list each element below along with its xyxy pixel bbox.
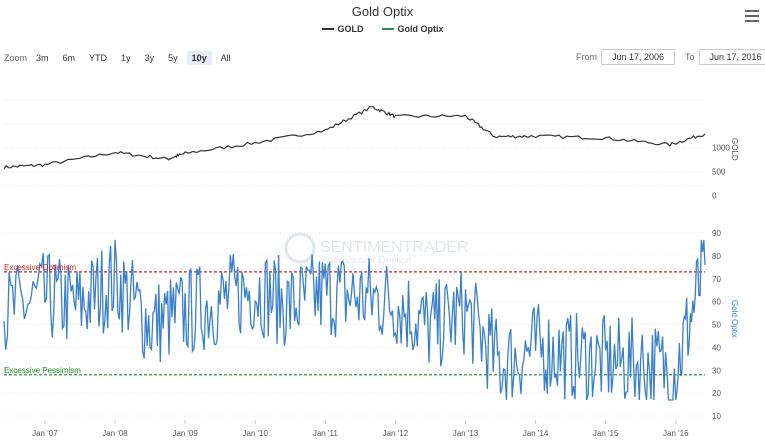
watermark-tagline: Analysis over Emotion xyxy=(322,255,411,265)
zoom-5y-button[interactable]: 5y xyxy=(168,53,178,63)
watermark-brand: SENTIMENTRADER xyxy=(320,239,468,256)
x-tick-label: Jan '10 xyxy=(242,429,268,438)
zoom-3m-button[interactable]: 3m xyxy=(36,53,49,63)
legend-label-optix: Gold Optix xyxy=(397,24,444,34)
gold-y-tick: 1000 xyxy=(712,144,730,153)
from-label: From xyxy=(576,52,597,62)
zoom-label: Zoom xyxy=(4,53,28,63)
chart-title: Gold Optix xyxy=(351,4,414,19)
optix-y-tick: 50 xyxy=(712,321,721,330)
zoom-1y-button[interactable]: 1y xyxy=(121,53,131,63)
optix-series-line xyxy=(3,239,706,401)
zoom-ytd-button[interactable]: YTD xyxy=(89,53,108,63)
zoom-10y-button[interactable]: 10y xyxy=(186,51,212,65)
watermark-logo-icon xyxy=(284,232,316,264)
optix-axis-label: Gold Optix xyxy=(730,300,739,338)
optix-y-tick: 60 xyxy=(712,298,721,307)
legend: GOLD Gold Optix xyxy=(0,24,765,34)
reference-line-label: Excessive Pessimism xyxy=(4,366,81,375)
from-date-group: From Jun 17, 2006 To Jun 17, 2016 xyxy=(576,49,765,65)
x-tick-label: Jan '07 xyxy=(32,429,58,438)
gold-series-line xyxy=(3,106,706,170)
optix-y-tick: 20 xyxy=(712,389,721,398)
x-tick-label: Jan '12 xyxy=(383,429,409,438)
gold-y-tick: 500 xyxy=(712,168,726,177)
optix-y-tick: 80 xyxy=(712,252,721,261)
optix-y-tick: 30 xyxy=(712,366,721,375)
zoom-bar: Zoom 3m 6m YTD 1y 3y 5y 10y All xyxy=(4,51,236,65)
gold-y-tick: 0 xyxy=(712,191,717,200)
zoom-all-button[interactable]: All xyxy=(220,53,231,63)
to-date-input[interactable]: Jun 17, 2016 xyxy=(698,49,765,65)
from-date-input[interactable]: Jun 17, 2006 xyxy=(601,49,675,65)
x-tick-label: Jan '09 xyxy=(172,429,198,438)
legend-item-optix[interactable]: Gold Optix xyxy=(381,24,444,34)
x-tick-label: Jan '15 xyxy=(593,429,619,438)
zoom-6m-button[interactable]: 6m xyxy=(62,53,76,63)
x-tick-label: Jan '14 xyxy=(523,429,549,438)
to-label: To xyxy=(685,52,695,62)
gold-axis-label: GOLD xyxy=(730,138,739,161)
optix-y-tick: 10 xyxy=(712,412,721,421)
optix-y-tick: 40 xyxy=(712,343,721,352)
watermark: SENTIMENTRADER Analysis over Emotion xyxy=(284,232,468,265)
legend-item-gold[interactable]: GOLD xyxy=(321,24,364,34)
optix-swatch-icon xyxy=(381,28,394,30)
x-tick-label: Jan '16 xyxy=(663,429,689,438)
hamburger-icon[interactable] xyxy=(745,10,759,22)
optix-y-tick: 70 xyxy=(712,275,721,284)
zoom-3y-button[interactable]: 3y xyxy=(144,53,155,63)
gold-swatch-icon xyxy=(321,28,334,30)
legend-label-gold: GOLD xyxy=(337,24,364,34)
x-tick-label: Jan '11 xyxy=(313,429,339,438)
x-tick-label: Jan '08 xyxy=(102,429,128,438)
reference-line-label: Excessive Optimism xyxy=(4,263,76,272)
x-tick-label: Jan '13 xyxy=(453,429,479,438)
optix-y-tick: 90 xyxy=(712,229,721,238)
